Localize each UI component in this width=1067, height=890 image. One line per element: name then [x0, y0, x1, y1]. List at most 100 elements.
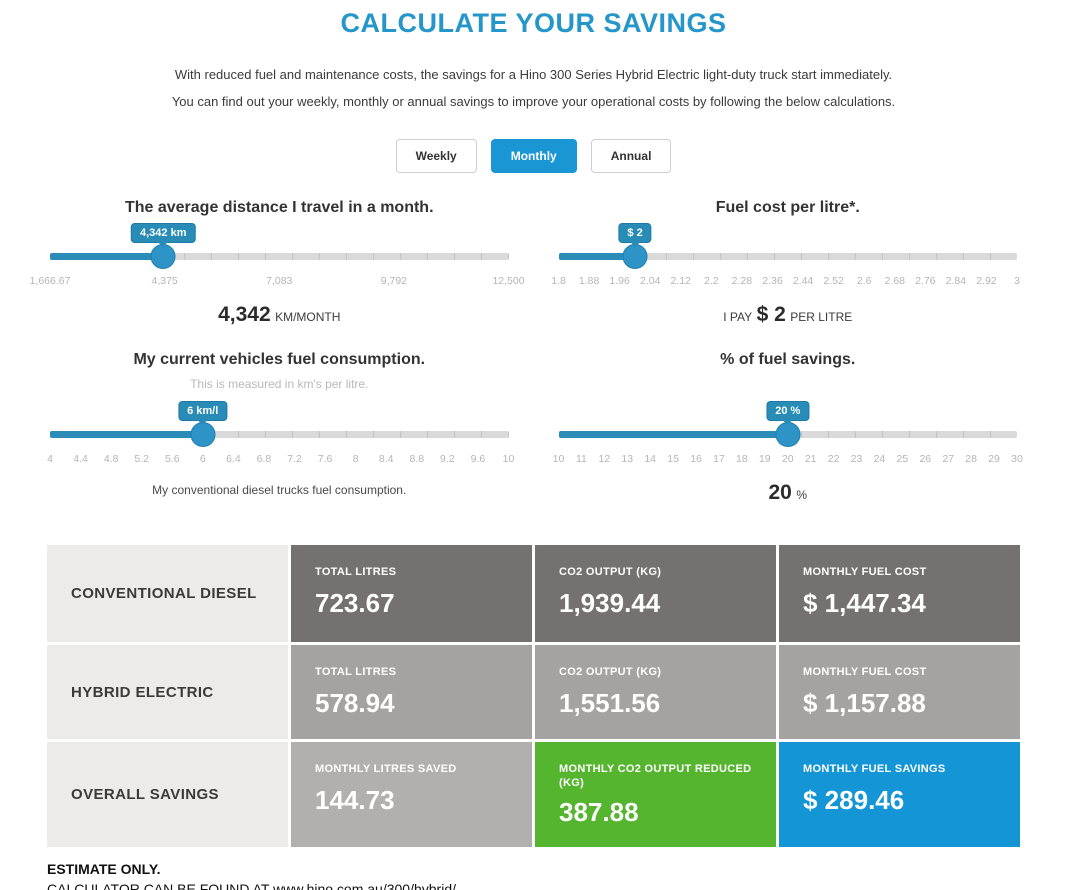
- sliders-panel: The average distance I travel in a month…: [0, 199, 1067, 505]
- cell-value: 387.88: [559, 796, 639, 827]
- tab-weekly[interactable]: Weekly: [395, 139, 477, 173]
- cell-heading: TOTAL LITRES: [315, 666, 397, 678]
- tick-label: 1.88: [578, 275, 600, 287]
- cell-heading: MONTHLY FUEL COST: [803, 566, 927, 578]
- slider-distance-rail[interactable]: [50, 253, 509, 260]
- tick-label: 2.52: [823, 275, 844, 287]
- distance-result-value: 4,342: [218, 303, 271, 326]
- fuel-cost-result-value: $ 2: [756, 303, 786, 326]
- cell-heading: MONTHLY CO2 OUTPUT REDUCED (KG): [559, 763, 752, 790]
- slider-consumption-subtitle: This is measured in km's per litre.: [190, 377, 369, 391]
- slider-distance-value-tooltip: 4,342 km: [130, 223, 196, 243]
- slider-fuel-cost-fill: [558, 253, 636, 260]
- tick-label: 7.2: [287, 453, 302, 465]
- tick-label: 6.4: [226, 453, 241, 465]
- cell-heading: CO2 OUTPUT (KG): [559, 566, 662, 578]
- tick-label: 9,792: [380, 275, 408, 287]
- tick-label: 30: [1011, 453, 1023, 465]
- tick-label: 5.2: [134, 453, 149, 465]
- cell-heading: CO2 OUTPUT (KG): [559, 666, 662, 678]
- cell-heading: MONTHLY FUEL COST: [803, 666, 927, 678]
- cell-hybrid-co2: CO2 OUTPUT (KG) 1,551.56: [535, 645, 776, 739]
- tick-label: 1,666.67: [29, 275, 71, 287]
- tick-label: 2.28: [731, 275, 753, 287]
- slider-distance: The average distance I travel in a month…: [30, 199, 525, 327]
- cell-heading: TOTAL LITRES: [315, 566, 397, 578]
- cell-conventional-fuel-cost: MONTHLY FUEL COST $ 1,447.34: [779, 545, 1020, 642]
- slider-distance-fill: [50, 253, 164, 260]
- cell-savings-fuel: MONTHLY FUEL SAVINGS $ 289.46: [779, 742, 1020, 847]
- calculator-url-note: CALCULATOR CAN BE FOUND AT www.hino.com.…: [47, 881, 456, 890]
- tick-label: 15: [667, 453, 679, 465]
- tick-label: 2.84: [945, 275, 967, 287]
- tick-label: 13: [621, 453, 634, 465]
- slider-consumption-title: My current vehicles fuel consumption.: [133, 351, 426, 368]
- tick-label: 2.12: [670, 275, 691, 287]
- tick-label: 9.2: [440, 453, 455, 465]
- slider-fuel-cost-title: Fuel cost per litre*.: [715, 199, 860, 216]
- slider-fuel-cost-tick-labels: 1.8 1.88 1.96 2.04 2.12 2.2 2.28 2.36 2.44 2.52 2.…: [551, 275, 1020, 291]
- tick-label: 10: [552, 453, 565, 465]
- tick-label: 4.4: [73, 453, 88, 465]
- tick-label: 26: [919, 453, 932, 465]
- slider-distance-result: 4,342 KM/MONTH: [50, 303, 509, 327]
- slider-fuel-cost-result: I PAY $ 2 PER LITRE: [559, 303, 1018, 327]
- cell-value: $ 289.46: [803, 785, 905, 816]
- row-label-conventional-diesel: CONVENTIONAL DIESEL: [47, 545, 288, 642]
- slider-savings-percent: % of fuel savings. 20 % 10 11 12 13 14 15 16 17…: [553, 351, 1023, 505]
- slider-distance-tick-labels: 1,666.67 4,375 7,083 9,792 12,500: [30, 275, 525, 291]
- tick-label: 1.8: [551, 275, 566, 287]
- cell-value: $ 1,447.34: [803, 588, 926, 619]
- cell-value: 578.94: [315, 688, 395, 719]
- tick-label: 3: [1014, 275, 1020, 287]
- slider-savings-percent-widget: 20 %: [558, 399, 1017, 451]
- tick-label: 27: [942, 453, 955, 465]
- slider-distance-title: The average distance I travel in a month…: [124, 199, 434, 216]
- tick-label: 7,083: [266, 275, 293, 287]
- tab-monthly[interactable]: Monthly: [490, 139, 577, 173]
- cell-conventional-co2: CO2 OUTPUT (KG) 1,939.44: [535, 545, 776, 642]
- savings-percent-result-unit: %: [796, 488, 807, 502]
- slider-savings-percent-thumb[interactable]: [775, 422, 801, 447]
- tick-label: 20: [781, 453, 794, 465]
- slider-fuel-cost-thumb[interactable]: [622, 244, 648, 269]
- tick-label: 2.76: [915, 275, 936, 287]
- slider-savings-percent-subtitle: [559, 369, 1018, 395]
- slider-consumption-rail[interactable]: [50, 431, 509, 438]
- slider-consumption-tick-labels: 4 4.4 4.8 5.2 5.6 6 6.4 6.8 7.2 7.6 8 8.4 8.8 9.2 9.6 1…: [47, 453, 514, 469]
- tick-label: 5.6: [164, 453, 180, 465]
- cell-conventional-total-litres: TOTAL LITRES 723.67: [291, 545, 532, 642]
- slider-consumption-thumb[interactable]: [190, 422, 216, 447]
- tick-label: 8.4: [378, 453, 394, 465]
- slider-savings-percent-fill: [558, 431, 788, 438]
- tick-label: 24: [873, 453, 886, 465]
- slider-fuel-cost-widget: $ 2: [558, 221, 1017, 273]
- slider-distance-thumb[interactable]: [150, 244, 176, 269]
- cell-value: 723.67: [315, 588, 395, 619]
- slider-fuel-cost: Fuel cost per litre*. $ 2 1.8 1.88 1.96 2.0…: [551, 199, 1020, 327]
- tick-label: 2.68: [884, 275, 905, 287]
- tab-annual[interactable]: Annual: [590, 139, 672, 173]
- intro-line-1: With reduced fuel and maintenance costs,…: [174, 67, 893, 82]
- slider-savings-percent-value-tooltip: 20 %: [766, 401, 810, 421]
- cell-heading: MONTHLY FUEL SAVINGS: [803, 763, 946, 775]
- fuel-cost-result-unit: PER LITRE: [790, 310, 853, 324]
- slider-fuel-cost-rail[interactable]: [558, 253, 1017, 260]
- tick-label: 8: [352, 453, 359, 465]
- tick-label: 22: [827, 453, 840, 465]
- tick-label: 2.2: [704, 275, 719, 287]
- tick-label: 21: [804, 453, 817, 465]
- intro-text: With reduced fuel and maintenance costs,…: [0, 67, 1067, 109]
- results-table: CONVENTIONAL DIESEL TOTAL LITRES 723.67 …: [47, 545, 1020, 847]
- tick-label: 17: [713, 453, 725, 465]
- tick-label: 12: [598, 453, 611, 465]
- period-tabs: Weekly Monthly Annual: [0, 139, 1067, 173]
- slider-savings-percent-tick-labels: 10 11 12 13 14 15 16 17 18 19 20 21 22 23 24 25 26 27 28 29…: [553, 453, 1023, 469]
- cell-hybrid-total-litres: TOTAL LITRES 578.94: [291, 645, 532, 739]
- slider-consumption-widget: 6 km/l: [50, 399, 509, 451]
- tick-label: 6.8: [256, 453, 272, 465]
- tick-label: 2.92: [976, 275, 997, 287]
- slider-consumption-value-tooltip: 6 km/l: [178, 401, 228, 421]
- cell-value: 144.73: [315, 785, 395, 816]
- tick-label: 2.44: [792, 275, 814, 287]
